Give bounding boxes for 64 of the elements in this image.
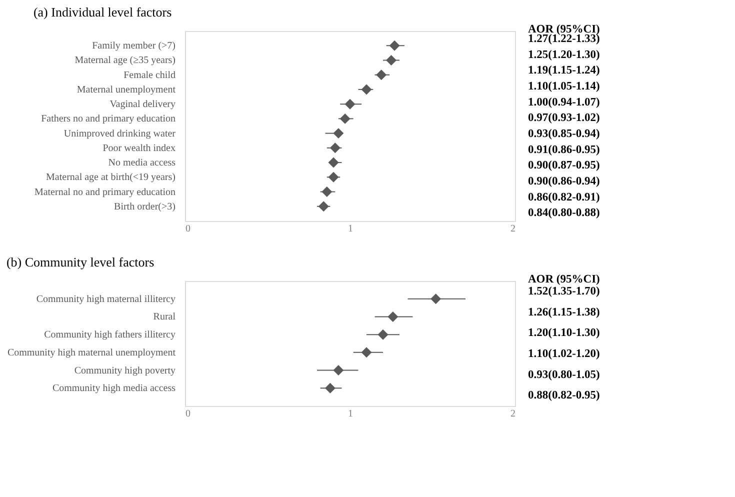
data-label: 1.26(1.15-1.38) — [528, 306, 600, 318]
data-label: 1.10(1.05-1.14) — [528, 80, 600, 92]
point — [378, 329, 388, 340]
data-label: 0.84(0.80-0.88) — [528, 207, 600, 220]
data-label: 1.20(1.10-1.30) — [528, 327, 600, 340]
point — [361, 84, 372, 95]
y-tick-label: Birth order(>3) — [114, 201, 176, 212]
y-tick-label: Poor wealth index — [102, 142, 176, 154]
data-label: 0.90(0.86-0.94) — [528, 175, 600, 188]
data-label: 0.93(0.85-0.94) — [528, 128, 600, 140]
data-label: 0.97(0.93-1.02) — [528, 112, 600, 124]
data-label: 1.25(1.20-1.30) — [528, 48, 600, 61]
x-tick-label: 1 — [348, 224, 353, 234]
y-tick-label: Fathers no and primary education — [41, 114, 176, 125]
text: AOR (95%CI) — [528, 24, 600, 36]
x-tick-label: 0 — [186, 224, 190, 234]
data-label: 0.88(0.82-0.95) — [528, 390, 600, 402]
data-label: 1.00(0.94-1.07) — [528, 96, 600, 108]
point — [376, 70, 387, 80]
x-tick-label: 0 — [186, 408, 190, 420]
x-tick-label: 2 — [510, 224, 516, 234]
text: (b) Community level factors — [6, 254, 154, 270]
y-tick-label: Maternal no and primary education — [34, 186, 176, 198]
y-tick-label: Community high maternal unemployment — [7, 347, 176, 358]
y-tick-label: Community high media access — [52, 383, 176, 394]
data-label: 0.86(0.82-0.91) — [528, 191, 600, 204]
data-label: 0.90(0.87-0.95) — [528, 160, 600, 172]
point — [430, 294, 442, 304]
point — [330, 142, 340, 154]
point — [344, 98, 356, 110]
y-tick-label: Female child — [124, 70, 176, 81]
data-label: 0.91(0.86-0.95) — [528, 144, 600, 156]
point — [322, 186, 332, 198]
y-tick-label: Community high fathers illitercy — [44, 330, 176, 341]
data-label: 1.10(1.02-1.20) — [528, 348, 600, 360]
point — [333, 365, 344, 376]
point — [388, 311, 398, 322]
data-label: 1.27(1.22-1.33) — [528, 32, 600, 45]
y-tick-label: Rural — [153, 312, 176, 323]
y-tick-label: Community high maternal illitercy — [36, 294, 176, 305]
data-label: 1.52(1.35-1.70) — [528, 285, 600, 298]
y-tick-label: Family member (>7) — [92, 40, 176, 52]
y-tick-label: Community high poverty — [74, 365, 176, 376]
point — [340, 113, 350, 124]
text: AOR (95%CI) — [528, 274, 600, 286]
point — [386, 54, 396, 66]
data-label: 1.19(1.15-1.24) — [528, 64, 600, 77]
point — [361, 347, 372, 358]
y-tick-label: Maternal age (≥35 years) — [74, 55, 176, 66]
x-tick-label: 2 — [510, 408, 516, 420]
y-tick-label: Maternal unemployment — [76, 84, 176, 96]
point — [328, 172, 339, 182]
point — [318, 201, 329, 212]
y-tick-label: Vaginal delivery — [110, 99, 176, 110]
y-tick-label: Unimproved drinking water — [64, 128, 176, 140]
x-tick-label: 1 — [348, 408, 353, 420]
point — [324, 382, 336, 394]
chart-title: (a) Individual level factors — [33, 4, 172, 20]
y-tick-label: Maternal age at birth(<19 years) — [46, 172, 176, 184]
data-label: 0.93(0.80-1.05) — [528, 368, 600, 381]
y-tick-label: No media access — [108, 158, 176, 169]
point — [333, 128, 344, 139]
point — [389, 40, 400, 51]
point — [328, 157, 339, 168]
